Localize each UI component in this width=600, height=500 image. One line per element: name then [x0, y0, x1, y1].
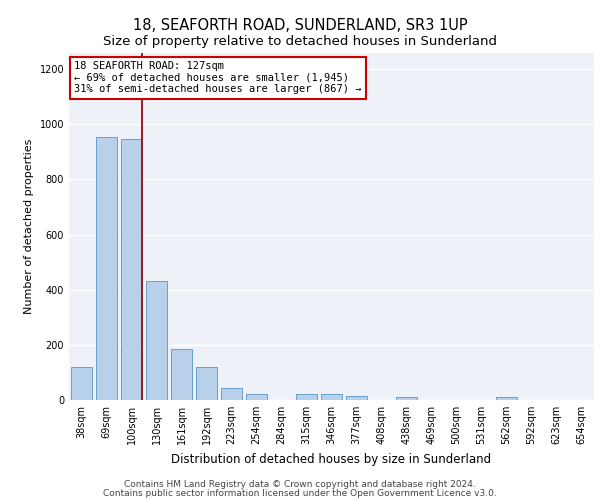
Text: Contains HM Land Registry data © Crown copyright and database right 2024.: Contains HM Land Registry data © Crown c… — [124, 480, 476, 489]
Bar — [96, 136, 117, 400]
Y-axis label: Number of detached properties: Number of detached properties — [24, 138, 34, 314]
Bar — [246, 394, 267, 400]
Bar — [396, 396, 417, 400]
Text: 18 SEAFORTH ROAD: 127sqm
← 69% of detached houses are smaller (1,945)
31% of sem: 18 SEAFORTH ROAD: 127sqm ← 69% of detach… — [74, 61, 362, 94]
Bar — [221, 388, 242, 400]
Bar — [346, 396, 367, 400]
Text: Contains public sector information licensed under the Open Government Licence v3: Contains public sector information licen… — [103, 488, 497, 498]
Bar — [196, 367, 217, 400]
Bar — [321, 394, 342, 400]
Bar — [121, 138, 142, 400]
Bar — [146, 282, 167, 400]
X-axis label: Distribution of detached houses by size in Sunderland: Distribution of detached houses by size … — [172, 452, 491, 466]
Bar — [496, 396, 517, 400]
Bar — [296, 394, 317, 400]
Bar — [71, 367, 92, 400]
Bar — [171, 349, 192, 400]
Text: 18, SEAFORTH ROAD, SUNDERLAND, SR3 1UP: 18, SEAFORTH ROAD, SUNDERLAND, SR3 1UP — [133, 18, 467, 32]
Text: Size of property relative to detached houses in Sunderland: Size of property relative to detached ho… — [103, 35, 497, 48]
